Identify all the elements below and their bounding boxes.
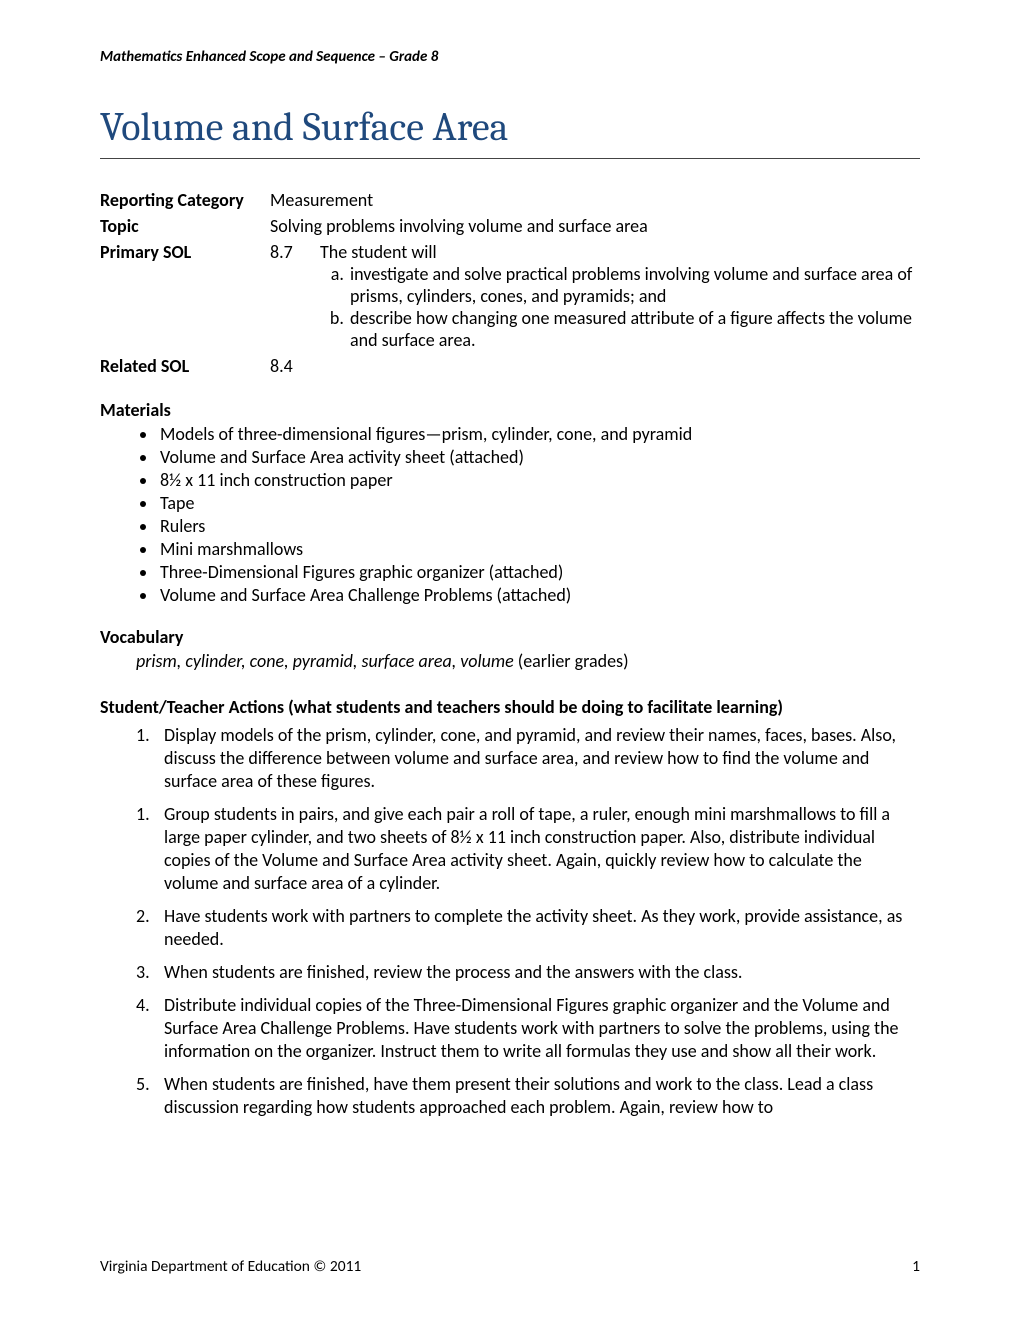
materials-list: Models of three-dimensional figures—pris…: [100, 423, 920, 606]
actions-heading: Student/Teacher Actions (what students a…: [100, 696, 920, 718]
primary-sol-item-a: investigate and solve practical problems…: [348, 263, 920, 307]
actions-item: 5. When students are finished, have them…: [136, 1073, 920, 1119]
primary-sol-item-b: describe how changing one measured attri…: [348, 307, 920, 351]
related-sol-label: Related SOL: [100, 353, 270, 379]
materials-item: Tape: [158, 492, 920, 514]
actions-item-number: 2.: [136, 905, 164, 951]
actions-item: 2. Have students work with partners to c…: [136, 905, 920, 951]
actions-item: 1. Display models of the prism, cylinder…: [136, 724, 920, 793]
vocabulary-note: (earlier grades): [514, 650, 629, 672]
related-sol-row: Related SOL 8.4: [100, 353, 920, 379]
materials-item: Volume and Surface Area activity sheet (…: [158, 446, 920, 468]
materials-item: 8½ x 11 inch construction paper: [158, 469, 920, 491]
primary-sol-row: Primary SOL 8.7 The student will investi…: [100, 239, 920, 353]
footer-left: Virginia Department of Education © 2011: [100, 1257, 361, 1276]
metadata-table: Reporting Category Measurement Topic Sol…: [100, 187, 920, 379]
actions-list: 1. Display models of the prism, cylinder…: [100, 724, 920, 1119]
actions-item-number: 1.: [136, 724, 164, 793]
running-header: Mathematics Enhanced Scope and Sequence …: [100, 48, 920, 66]
reporting-category-label: Reporting Category: [100, 187, 270, 213]
footer-page-number: 1: [912, 1257, 920, 1276]
page-title: Volume and Surface Area: [100, 104, 920, 152]
topic-label: Topic: [100, 213, 270, 239]
primary-sol-number: 8.7: [270, 239, 320, 353]
actions-item: 4. Distribute individual copies of the T…: [136, 994, 920, 1063]
actions-item: 1. Group students in pairs, and give eac…: [136, 803, 920, 895]
topic-row: Topic Solving problems involving volume …: [100, 213, 920, 239]
actions-item: 3. When students are finished, review th…: [136, 961, 920, 984]
primary-sol-list: investigate and solve practical problems…: [320, 263, 920, 351]
actions-item-text: When students are finished, have them pr…: [164, 1073, 920, 1119]
materials-item: Three-Dimensional Figures graphic organi…: [158, 561, 920, 583]
actions-item-number: 1.: [136, 803, 164, 895]
vocabulary-terms: prism, cylinder, cone, pyramid, surface …: [136, 650, 514, 672]
actions-item-text: Display models of the prism, cylinder, c…: [164, 724, 920, 793]
actions-item-number: 3.: [136, 961, 164, 984]
reporting-category-value: Measurement: [270, 187, 920, 213]
materials-item: Volume and Surface Area Challenge Proble…: [158, 584, 920, 606]
materials-item: Models of three-dimensional figures—pris…: [158, 423, 920, 445]
related-sol-value: 8.4: [270, 353, 920, 379]
actions-item-text: When students are finished, review the p…: [164, 961, 920, 984]
actions-item-number: 5.: [136, 1073, 164, 1119]
document-page: Mathematics Enhanced Scope and Sequence …: [0, 0, 1020, 1320]
vocabulary-line: prism, cylinder, cone, pyramid, surface …: [136, 650, 920, 672]
actions-item-text: Group students in pairs, and give each p…: [164, 803, 920, 895]
page-footer: Virginia Department of Education © 2011 …: [100, 1257, 920, 1276]
actions-item-text: Have students work with partners to comp…: [164, 905, 920, 951]
materials-item: Rulers: [158, 515, 920, 537]
reporting-category-row: Reporting Category Measurement: [100, 187, 920, 213]
title-divider: [100, 158, 920, 159]
materials-item: Mini marshmallows: [158, 538, 920, 560]
actions-item-text: Distribute individual copies of the Thre…: [164, 994, 920, 1063]
actions-item-number: 4.: [136, 994, 164, 1063]
primary-sol-intro: The student will: [320, 241, 920, 263]
primary-sol-body: The student will investigate and solve p…: [320, 239, 920, 353]
vocabulary-heading: Vocabulary: [100, 626, 920, 648]
materials-heading: Materials: [100, 399, 920, 421]
primary-sol-label: Primary SOL: [100, 239, 270, 353]
topic-value: Solving problems involving volume and su…: [270, 213, 920, 239]
